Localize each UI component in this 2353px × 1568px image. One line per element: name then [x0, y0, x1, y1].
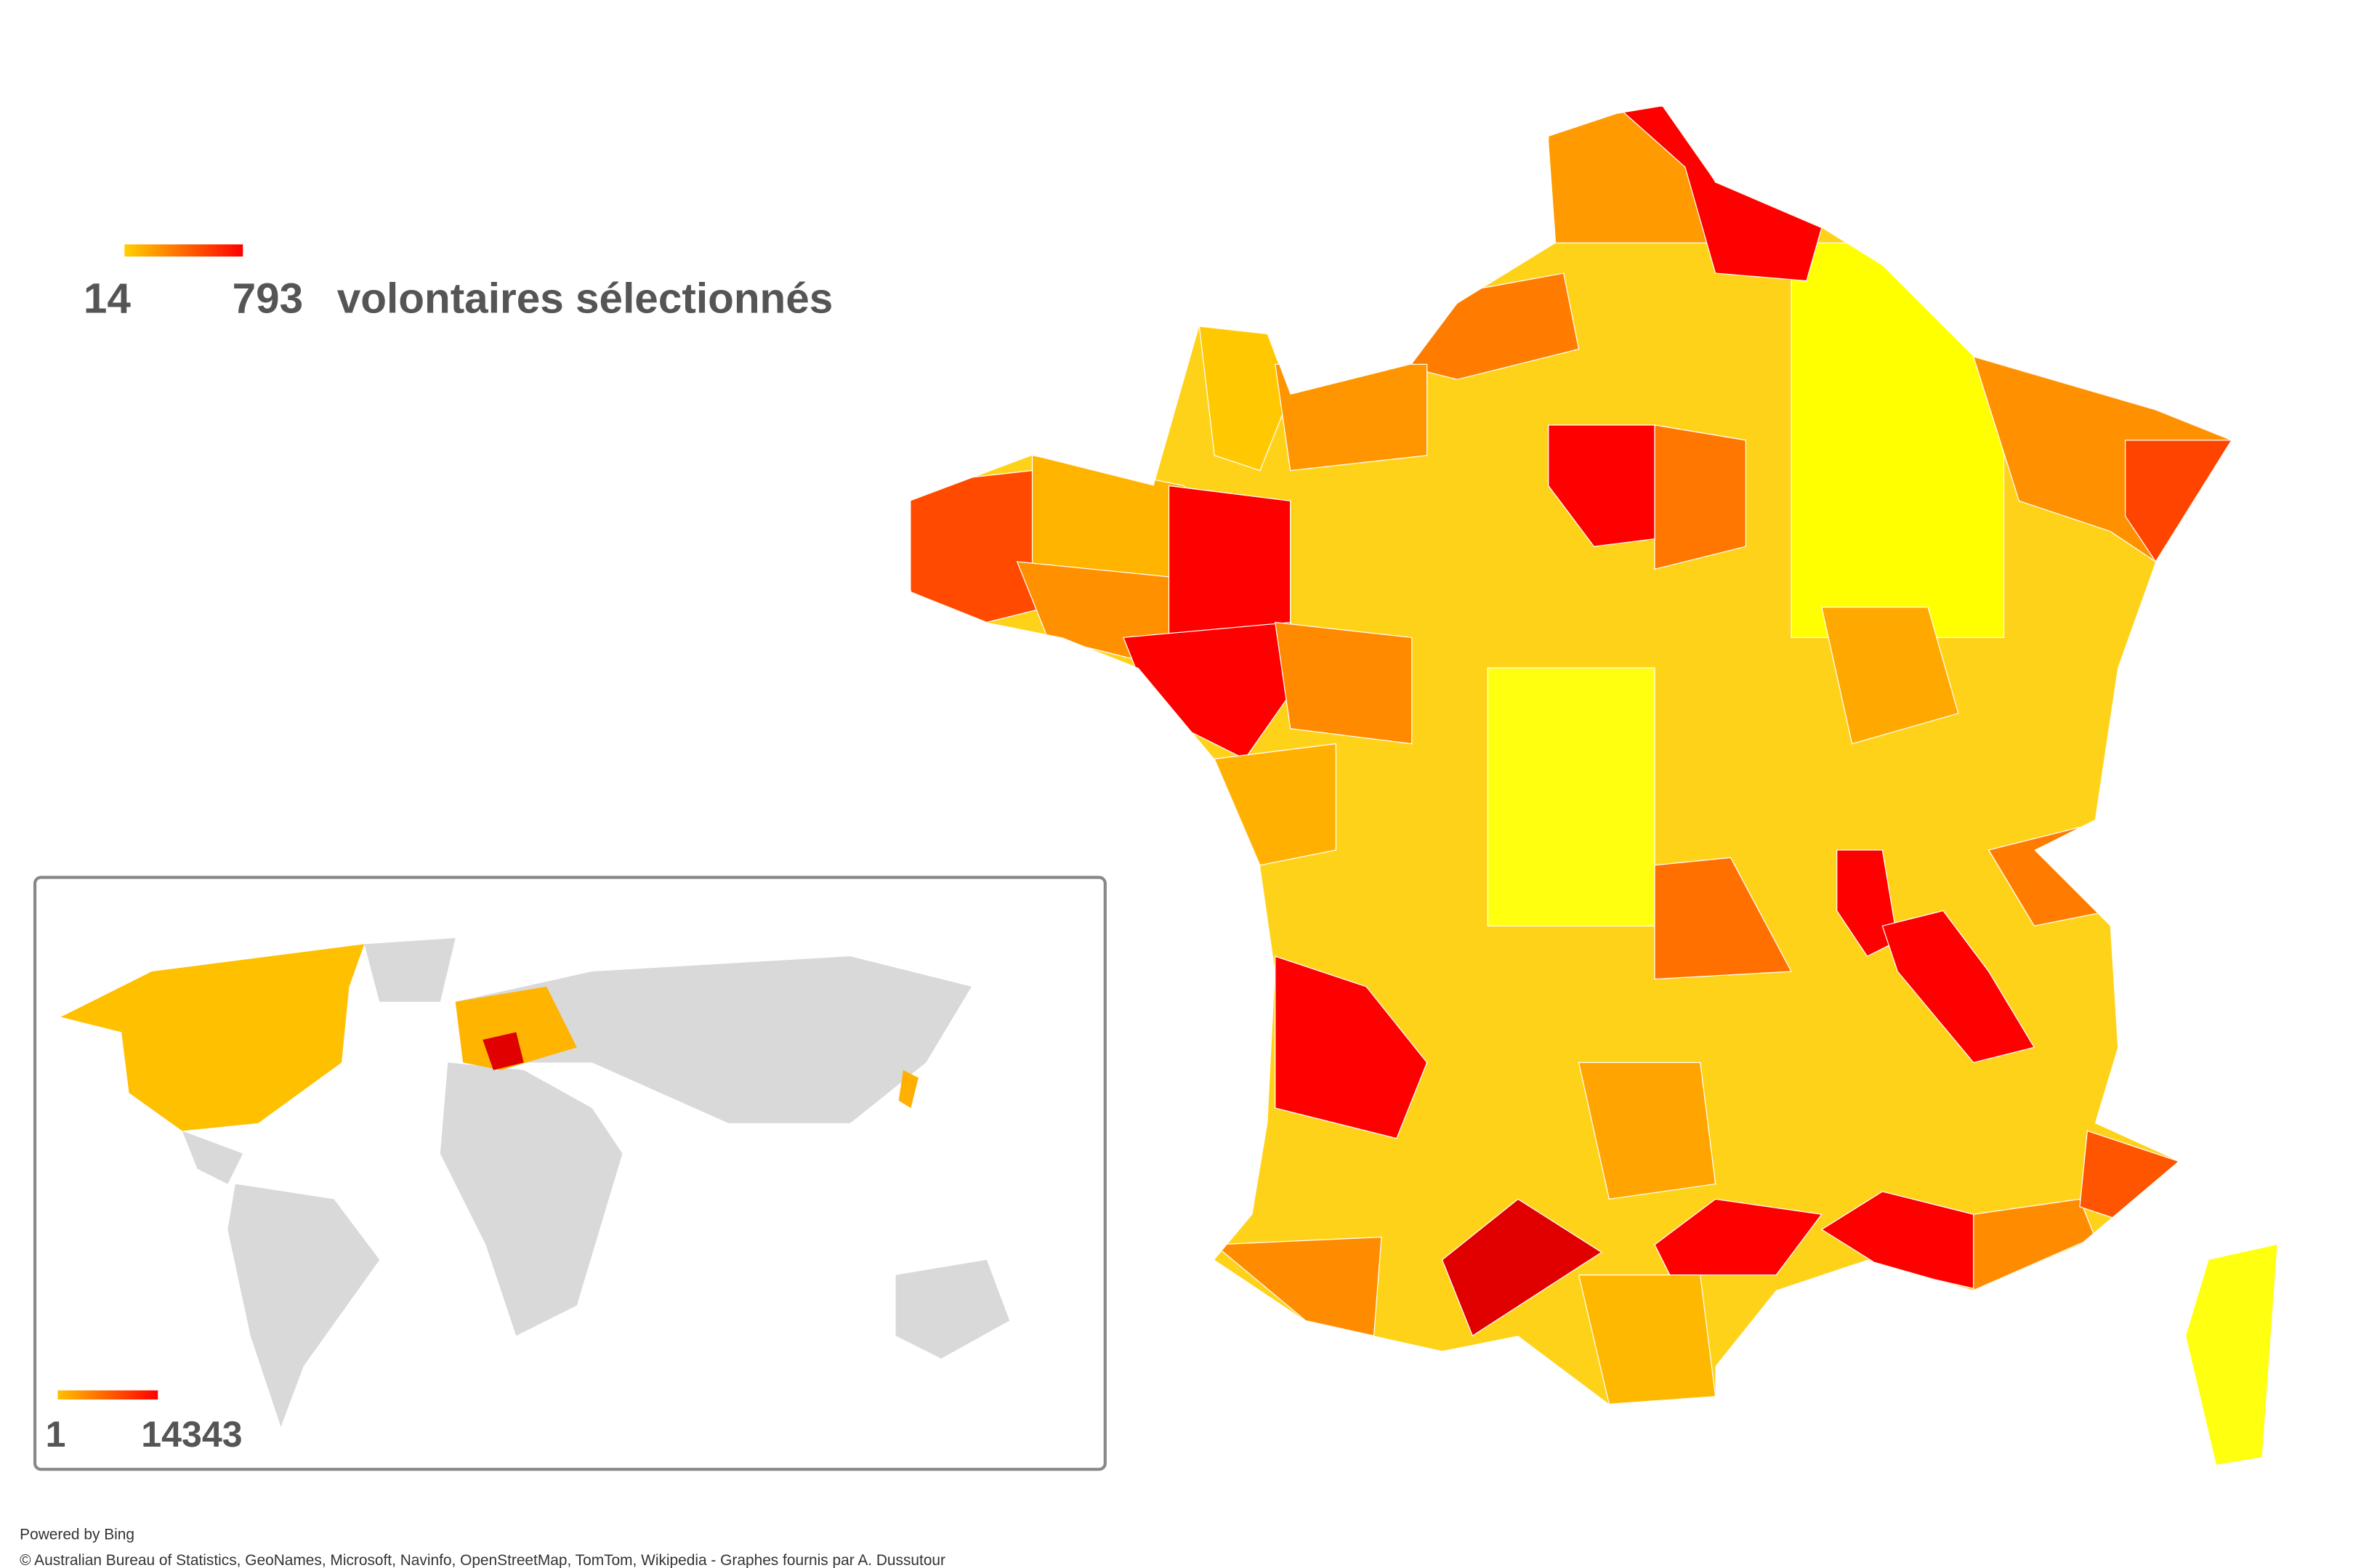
department — [1654, 1198, 1823, 1276]
departments — [911, 106, 2232, 1405]
department — [1654, 424, 1747, 570]
australia — [895, 1259, 1010, 1359]
north-america — [60, 944, 365, 1131]
department — [911, 469, 1049, 623]
department — [1441, 1198, 1603, 1337]
europe — [455, 986, 577, 1070]
legend-label: volontaires sélectionnés — [337, 275, 834, 322]
department — [1275, 955, 1428, 1139]
department — [1791, 242, 2005, 639]
department — [1821, 607, 1959, 745]
inset-legend-min: 1 — [46, 1414, 66, 1455]
legend-min: 14 — [84, 275, 132, 322]
legend-gradient — [124, 244, 243, 257]
department — [1168, 485, 1291, 639]
africa — [440, 1062, 623, 1336]
department — [1654, 857, 1793, 980]
inset-legend-gradient — [57, 1390, 158, 1400]
department — [1836, 849, 1898, 957]
greenland — [364, 938, 456, 1002]
france-inset — [483, 1032, 524, 1070]
department — [1973, 1198, 2096, 1291]
department — [1275, 621, 1413, 745]
eurasia — [455, 956, 972, 1123]
france-map — [911, 106, 2277, 1465]
credits: © Australian Bureau of Statistics, GeoNa… — [20, 1552, 945, 1568]
department — [1213, 1236, 1382, 1337]
department — [1275, 363, 1428, 472]
japan — [898, 1070, 919, 1109]
department — [1578, 1062, 1716, 1200]
department — [1578, 1274, 1716, 1405]
legend-max: 793 — [233, 275, 304, 322]
department — [1487, 667, 1655, 926]
department — [2079, 1130, 2179, 1223]
world-inset: 1 14343 — [33, 876, 1107, 1471]
department — [1881, 910, 2035, 1064]
south-america — [227, 1184, 380, 1427]
department — [1214, 743, 1336, 866]
central-america — [182, 1131, 243, 1184]
legend: 14 793 volontaires sélectionnés — [84, 244, 833, 322]
department — [1548, 424, 1655, 547]
department — [2125, 440, 2232, 563]
department — [1198, 326, 1291, 472]
corsica — [2186, 1245, 2277, 1465]
inset-legend-max: 14343 — [141, 1414, 242, 1455]
powered-by: Powered by Bing — [20, 1526, 134, 1543]
